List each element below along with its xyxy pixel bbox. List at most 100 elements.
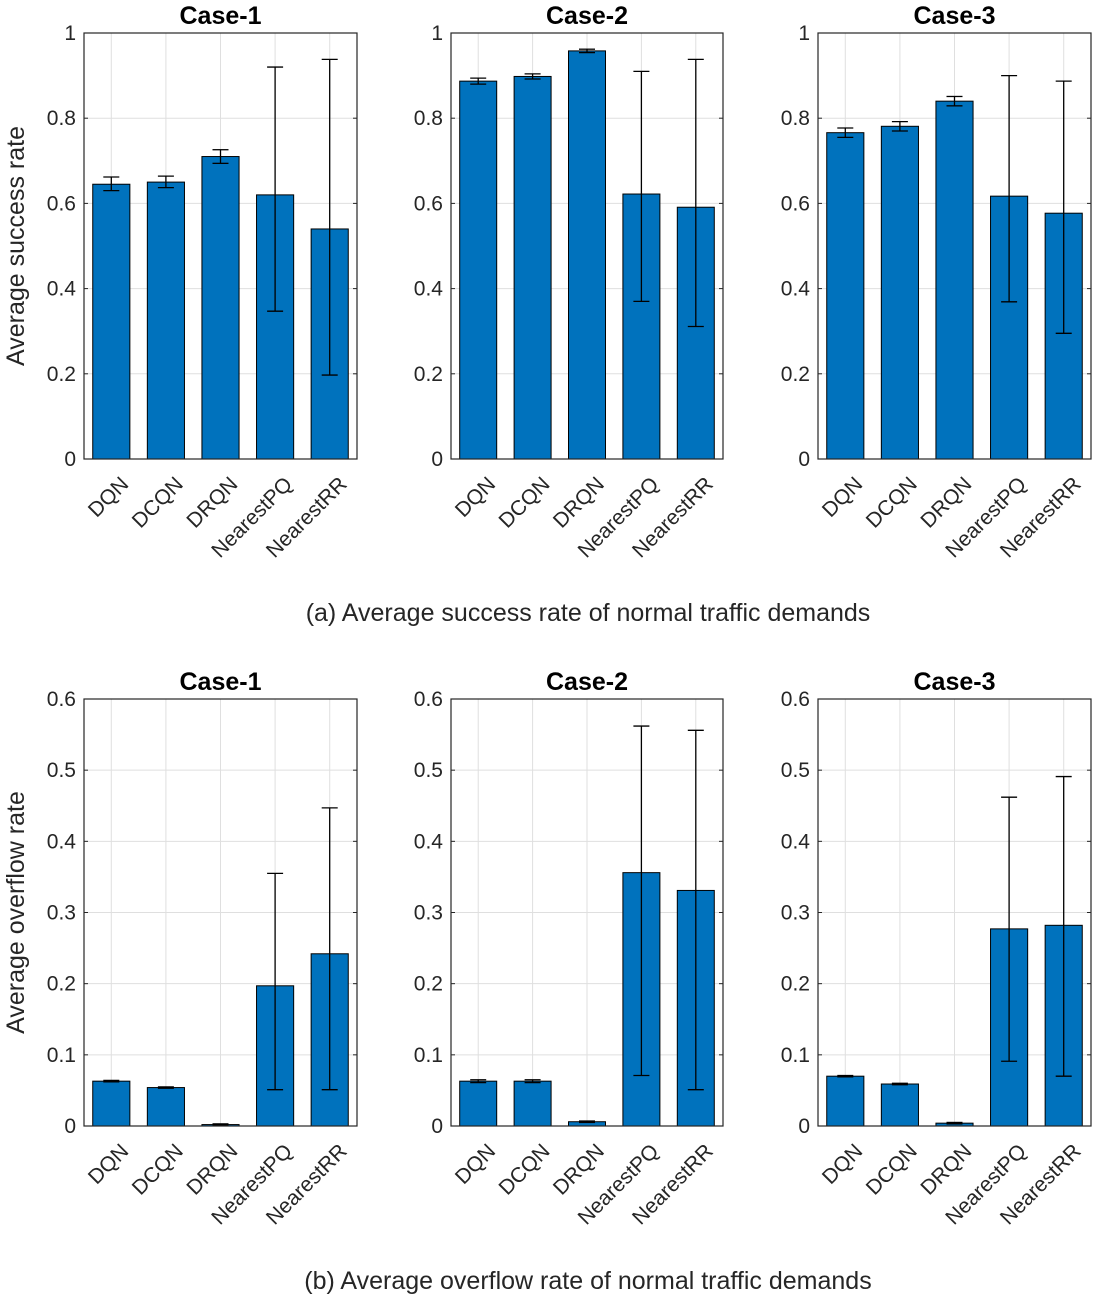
y-tick-label: 0.4 <box>414 830 444 853</box>
panel-title: Case-1 <box>180 668 262 696</box>
y-tick-label: 0.6 <box>414 688 443 711</box>
error-bar <box>1055 775 1072 1077</box>
chart-panel: 00.10.20.30.40.50.6DQNDCQNDRQNNearestPQN… <box>414 668 724 1229</box>
y-tick-label: 0 <box>64 448 76 471</box>
panel-title: Case-2 <box>546 2 628 30</box>
error-bar <box>891 1082 908 1086</box>
x-tick-label: DQN <box>451 473 500 522</box>
error-bar <box>946 1121 963 1125</box>
panel-title: Case-3 <box>914 2 996 30</box>
error-bar <box>891 120 908 132</box>
y-tick-label: 1 <box>64 22 76 45</box>
error-bar <box>579 48 595 54</box>
y-tick-label: 1 <box>798 22 810 45</box>
y-tick-label: 0.5 <box>47 759 76 782</box>
panel-title: Case-2 <box>546 668 628 696</box>
y-tick-label: 0.2 <box>414 973 443 996</box>
x-tick-label: DCQN <box>128 1140 188 1200</box>
y-tick-label: 0.5 <box>414 759 443 782</box>
error-bar <box>687 729 704 1091</box>
y-tick-label: 0.1 <box>47 1044 76 1067</box>
y-tick-label: 0.4 <box>781 830 811 853</box>
y-tick-label: 0.8 <box>414 107 443 130</box>
bar[interactable] <box>826 1075 865 1127</box>
bar[interactable] <box>201 156 240 460</box>
bar[interactable] <box>513 75 552 460</box>
y-tick-label: 0.2 <box>781 973 810 996</box>
x-tick-label: DCQN <box>495 1140 555 1200</box>
error-bar <box>837 1074 854 1078</box>
y-tick-label: 0.4 <box>47 830 77 853</box>
y-tick-label: 0.6 <box>47 192 76 215</box>
error-bar <box>212 149 229 165</box>
y-tick-label: 0.4 <box>414 278 444 301</box>
chart-panel: 00.20.40.60.81DQNDCQNDRQNNearestPQNeares… <box>2 2 358 562</box>
panel-title: Case-1 <box>180 2 262 30</box>
bar[interactable] <box>880 125 919 460</box>
chart-panel: 00.20.40.60.81DQNDCQNDRQNNearestPQNeares… <box>414 2 724 562</box>
error-bar <box>267 872 284 1091</box>
y-tick-label: 0.2 <box>47 973 76 996</box>
axes-box <box>83 32 358 460</box>
error-bar <box>946 95 963 107</box>
y-tick-label: 0.5 <box>781 759 810 782</box>
axes-box <box>817 32 1092 460</box>
error-bar <box>321 807 338 1091</box>
y-axis-label: Average success rate <box>2 126 30 366</box>
bar[interactable] <box>513 1080 552 1127</box>
y-tick-label: 0.3 <box>47 902 76 925</box>
bar[interactable] <box>92 183 131 460</box>
error-bar <box>837 127 854 139</box>
x-tick-label: DCQN <box>495 473 555 533</box>
error-bar <box>157 175 174 189</box>
error-bar <box>103 176 120 192</box>
y-tick-label: 0 <box>798 1115 810 1138</box>
bar[interactable] <box>568 50 606 460</box>
caption-a: (a) Average success rate of normal traff… <box>306 599 871 627</box>
error-bar <box>470 77 487 85</box>
y-tick-label: 0 <box>431 448 443 471</box>
error-bar <box>212 1123 229 1126</box>
y-tick-label: 0.4 <box>781 278 811 301</box>
chart-panel: 00.10.20.30.40.50.6DQNDCQNDRQNNearestPQN… <box>781 668 1092 1229</box>
bar[interactable] <box>880 1083 919 1127</box>
y-tick-label: 0.3 <box>781 902 810 925</box>
axes-box <box>450 32 724 460</box>
y-tick-label: 0.3 <box>414 902 443 925</box>
x-tick-label: DCQN <box>862 473 922 533</box>
bar[interactable] <box>826 132 865 460</box>
error-bar <box>1055 80 1072 334</box>
bar[interactable] <box>459 80 498 460</box>
chart-panel: 00.10.20.30.40.50.6DQNDCQNDRQNNearestPQN… <box>2 668 358 1229</box>
y-tick-label: 0.2 <box>414 363 443 386</box>
bar[interactable] <box>146 181 185 460</box>
y-tick-label: 0.6 <box>47 688 76 711</box>
x-tick-label: DQN <box>84 1140 133 1189</box>
bar[interactable] <box>459 1080 498 1127</box>
y-tick-label: 0.6 <box>781 192 810 215</box>
y-tick-label: 0.6 <box>781 688 810 711</box>
error-bar <box>633 70 650 303</box>
y-tick-label: 0.8 <box>781 107 810 130</box>
error-bar <box>579 1120 595 1124</box>
error-bar <box>687 58 704 328</box>
chart-panel: 00.20.40.60.81DQNDCQNDRQNNearestPQNeares… <box>781 2 1092 562</box>
error-bar <box>524 73 541 80</box>
error-bar <box>1001 74 1018 303</box>
bar[interactable] <box>935 100 974 460</box>
caption-b: (b) Average overflow rate of normal traf… <box>304 1267 871 1295</box>
error-bar <box>157 1086 174 1089</box>
bar[interactable] <box>146 1087 185 1127</box>
error-bar <box>1001 796 1018 1062</box>
error-bar <box>267 66 284 312</box>
bar[interactable] <box>92 1080 131 1127</box>
y-tick-label: 1 <box>431 22 443 45</box>
y-tick-label: 0 <box>64 1115 76 1138</box>
y-tick-label: 0.8 <box>47 107 76 130</box>
error-bar <box>321 58 338 376</box>
error-bar <box>633 725 650 1077</box>
y-tick-label: 0 <box>798 448 810 471</box>
y-tick-label: 0.6 <box>414 192 443 215</box>
x-tick-label: DCQN <box>128 473 188 533</box>
y-tick-label: 0.2 <box>47 363 76 386</box>
